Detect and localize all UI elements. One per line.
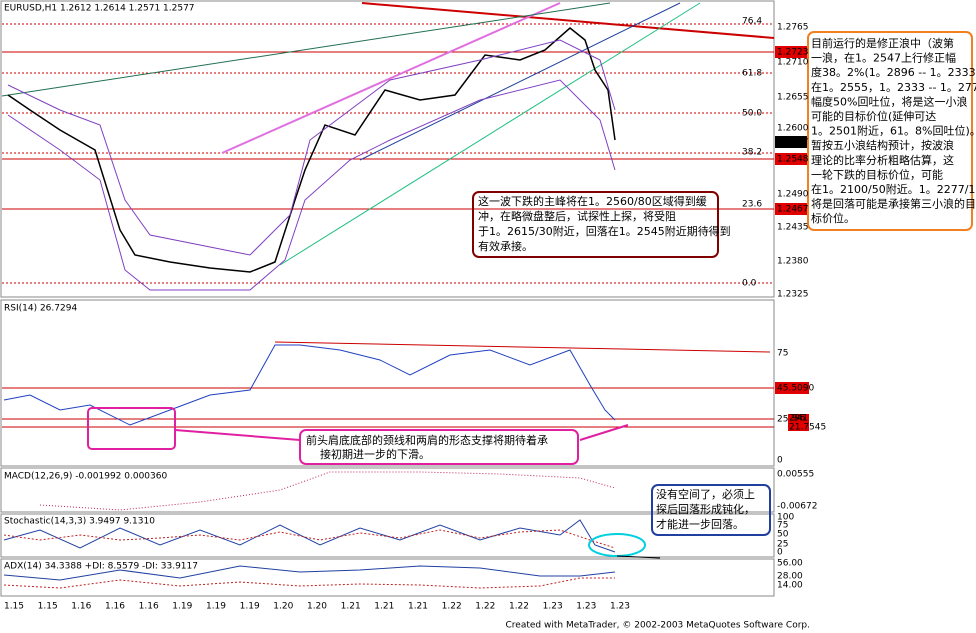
rsi-axis-label: 0: [777, 456, 783, 466]
time-label: 1.15: [4, 602, 24, 612]
axis-highlights: [775, 46, 809, 431]
time-label: 1.19: [206, 602, 226, 612]
annotation-text: 于1。2615/30附近，回落在1。2545附近期待得到: [478, 224, 731, 238]
side-note-text: 理论的比率分析粗略估算，这: [811, 153, 954, 167]
time-label: 1.16: [105, 602, 125, 612]
annotation-text: 没有空间了，必须上: [656, 487, 755, 501]
fib-label: 23.6: [742, 200, 762, 210]
fib-label: 0.0: [742, 279, 757, 289]
annotation-text: 这一波下跌的主峰将在1。2560/80区域得到缓: [478, 194, 707, 208]
side-note-text: 度38。2%(1。2896 -- 1。2333），和: [811, 65, 976, 79]
time-label: 1.22: [475, 602, 495, 612]
chart-header: EURUSD,H1 1.2612 1.2614 1.2571 1.2577: [4, 4, 195, 14]
time-label: 1.23: [543, 602, 563, 612]
adx-axis-label: 14.00: [777, 581, 803, 591]
price-label: 1.2490: [777, 190, 809, 200]
side-note-text: 暂按五小浪结构预计，按波浪: [811, 138, 954, 152]
annotation-text: 探后回落形成钝化，: [656, 502, 755, 516]
time-label: 1.19: [172, 602, 192, 612]
adx-header: ADX(14) 34.3388 +DI: 8.5579 -DI: 33.9117: [4, 562, 198, 572]
side-note-text: 可能的目标价位(延伸可达: [811, 109, 936, 123]
indicator-lines: [3, 344, 661, 589]
rsi-axis-label: 75: [777, 349, 788, 359]
time-label: 1.19: [240, 602, 260, 612]
time-label: 1.16: [71, 602, 91, 612]
side-note-text: 在1。2555，1。2333 -- 1。2774 上行: [811, 81, 976, 94]
price-label: 1.2600: [777, 124, 809, 134]
time-label: 1.22: [509, 602, 529, 612]
annotation-text: 才能进一步回落。: [656, 517, 744, 531]
side-note-text: 标价位。: [811, 211, 855, 225]
time-label: 1.23: [610, 602, 630, 612]
annotation-text: 前头肩底底部的颈线和两肩的形态支撑将期待着承: [306, 433, 548, 447]
stochastic-header: Stochastic(14,3,3) 3.9497 9.1310: [4, 517, 155, 527]
fib-label: 38.2: [742, 148, 762, 158]
side-note-text: 目前运行的是修正浪中（波第: [811, 36, 954, 50]
annotation-boxes: [299, 31, 973, 536]
price-label: 1.2435: [777, 223, 809, 233]
price-label: 1.2765: [777, 23, 809, 33]
side-note-text: 将是回落可能是承接第三小浪的目: [811, 197, 976, 211]
time-label: 1.22: [442, 602, 462, 612]
adx-axis-label: 56.00: [777, 559, 803, 569]
time-label: 1.21: [374, 602, 394, 612]
footer: Created with MetaTrader, © 2002-2003 Met…: [506, 621, 810, 631]
price-label: 1.2548: [777, 155, 809, 165]
rsi-axis-label: 21.7545: [789, 423, 826, 433]
rsi-axis-label: 25: [777, 415, 788, 425]
fib-label: 76.4: [742, 17, 762, 27]
time-label: 1.16: [139, 602, 159, 612]
stoch-axis-label: 50: [777, 530, 789, 540]
panels: [0, 0, 775, 597]
rsi-axis-label: 29.9461: [789, 414, 808, 424]
price-label: 1.2710: [777, 58, 809, 68]
time-label: 1.20: [307, 602, 327, 612]
side-note-text: 一轮下跌的目标价位，可能: [811, 167, 943, 181]
time-label: 1.20: [273, 602, 293, 612]
time-label: 1.21: [408, 602, 428, 612]
side-note-text: 在1。2100/50附近。1。2277/1.2333: [811, 182, 976, 196]
channel-lines: [1, 2, 701, 266]
rsi-header: RSI(14) 26.7294: [4, 304, 77, 314]
side-note-text: 一浪，在1。2547上行修正幅: [811, 51, 956, 65]
rsi-axis-label: 45.5090: [777, 384, 814, 394]
fib-label: 61.8: [742, 69, 762, 79]
macd-header: MACD(12,26,9) -0.001992 0.000360: [4, 472, 167, 482]
macd-axis-label: 0.00555: [777, 470, 814, 480]
price-label: 1.2723: [777, 48, 809, 58]
fib-label: 50.0: [742, 109, 762, 119]
annotation-text: 冲，在略微盘整后，试探性上探，将受阻: [478, 209, 676, 223]
annotation-text: 有效承接。: [478, 239, 533, 253]
price-label: 1.2380: [777, 257, 809, 267]
adx-axis-label: 28.00: [777, 572, 803, 582]
time-label: 1.21: [341, 602, 361, 612]
macd-axis-label: -0.00672: [777, 502, 817, 512]
stoch-axis-label: 75: [777, 521, 788, 531]
side-note-text: 幅度50%回吐位，将是这一小浪: [811, 94, 967, 108]
stoch-axis-label: 100: [777, 513, 794, 523]
price-levels: [2, 2, 775, 428]
annotation-text: 接初期进一步的下滑。: [320, 447, 430, 461]
price-series: [7, 27, 616, 291]
price-label: 1.2655: [777, 93, 809, 103]
price-label: 1.2467: [777, 205, 809, 215]
time-label: 1.15: [38, 602, 58, 612]
stoch-axis-label: 0: [777, 548, 783, 558]
side-note-text: 1。2501附近，61。8%回吐位)。: [811, 124, 976, 138]
stoch-axis-label: 25: [777, 540, 788, 550]
price-label: 1.2325: [777, 290, 809, 300]
price-label: 1.2577: [777, 138, 809, 148]
time-label: 1.23: [576, 602, 596, 612]
